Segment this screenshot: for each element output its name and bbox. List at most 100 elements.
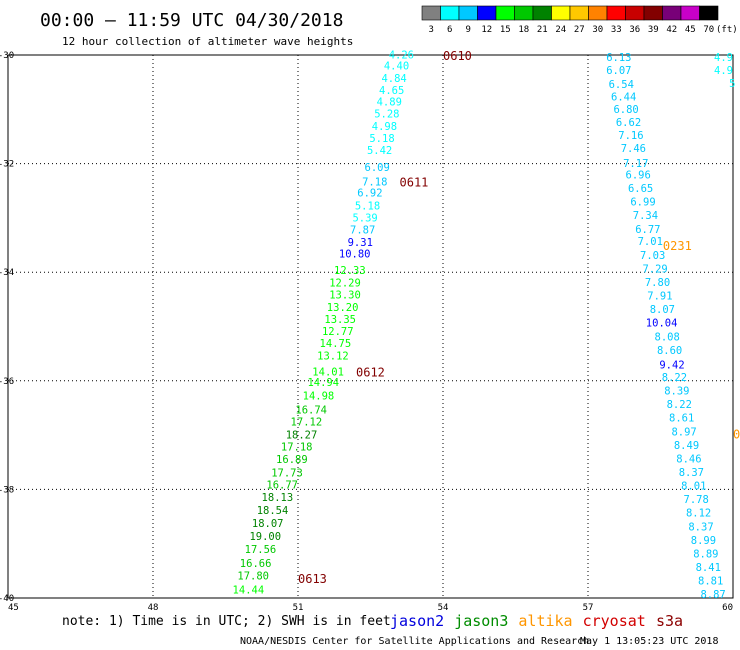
y-tick-label: -30 — [0, 51, 14, 61]
wave-height-value: 9.31 — [348, 237, 373, 249]
wave-height-value: 8.07 — [650, 304, 675, 316]
wave-height-value: 7.17 — [623, 158, 648, 170]
wave-height-value: 7.01 — [638, 236, 663, 248]
wave-height-value: 7.18 — [362, 177, 387, 189]
color-scale-swatch — [569, 5, 589, 21]
wave-height-value: 19.00 — [249, 531, 281, 543]
footer-credit: NOAA/NESDIS Center for Satellite Applica… — [240, 636, 589, 647]
time-labels: 0610 0611 0612 0613 0231 0230 — [298, 49, 740, 586]
satellite-legend-jason2: jason2 — [390, 612, 444, 630]
wave-height-value: 8.99 — [691, 535, 716, 547]
wave-height-value: 13.30 — [329, 289, 361, 301]
wave-height-value: 4.9 — [714, 52, 733, 64]
wave-height-points: 4.264.404.844.654.895.284.985.185.426.09… — [233, 49, 736, 601]
color-scale-value: 21 — [537, 25, 548, 35]
wave-height-value: 6.54 — [609, 79, 634, 91]
color-scale-swatch — [421, 5, 441, 21]
color-scale-swatch — [625, 5, 645, 21]
wave-height-value: 7.46 — [621, 143, 646, 155]
y-tick-label: -38 — [0, 485, 14, 495]
wave-height-value: 14.01 — [312, 367, 344, 379]
wave-height-value: 17.80 — [237, 571, 269, 583]
wave-height-value: 8.39 — [664, 386, 689, 398]
satellite-legend-cryosat: cryosat — [583, 612, 646, 630]
plot-frame — [7, 54, 734, 599]
wave-height-value: 10.04 — [646, 318, 678, 330]
wave-height-value: 16.74 — [295, 405, 327, 417]
color-scale-value: 36 — [629, 25, 640, 35]
wave-height-value: 8.22 — [662, 372, 687, 384]
wave-height-value: 5.42 — [367, 145, 392, 157]
wave-height-value: 8.49 — [674, 440, 699, 452]
wave-height-value: 8.41 — [696, 562, 721, 574]
wave-height-value: 18.27 — [286, 430, 318, 442]
time-label: 0613 — [298, 572, 327, 586]
wave-height-value: 7.87 — [350, 224, 375, 236]
wave-height-value: 10.80 — [339, 249, 371, 261]
wave-height-value: 9.42 — [659, 360, 684, 372]
wave-height-value: 6.09 — [365, 162, 390, 174]
wave-height-value: 4.40 — [384, 60, 409, 72]
color-scale-value: 18 — [518, 25, 529, 35]
wave-height-value: 6.07 — [606, 65, 631, 77]
wave-height-value: 7.03 — [640, 250, 665, 262]
wave-height-value: 12.33 — [334, 265, 366, 277]
wave-height-value: 12.29 — [329, 278, 361, 290]
color-scale-swatch — [606, 5, 626, 21]
wave-height-value: 6.92 — [357, 187, 382, 199]
wave-height-value: 12.77 — [322, 326, 354, 338]
color-scale-value: 39 — [648, 25, 659, 35]
color-scale-value: 24 — [555, 25, 566, 35]
color-scale-swatch — [588, 5, 608, 21]
x-tick-label: 60 — [722, 603, 733, 613]
color-scale-value: 42 — [666, 25, 677, 35]
wave-height-value: 16.77 — [266, 480, 298, 492]
chart-title: 00:00 – 11:59 UTC 04/30/2018 — [40, 10, 343, 31]
wave-height-value: 14.94 — [307, 377, 339, 389]
color-scale-value: 15 — [500, 25, 511, 35]
color-scale-swatch — [495, 5, 515, 21]
time-label: 0231 — [663, 239, 692, 253]
wave-height-value: 8.81 — [698, 576, 723, 588]
x-tick-label: 54 — [438, 603, 449, 613]
wave-height-value: 8.46 — [676, 453, 701, 465]
color-scale-value: 3 — [429, 25, 434, 35]
wave-height-value: 8.08 — [655, 331, 680, 343]
color-scale-value: 12 — [481, 25, 492, 35]
color-scale-swatch — [551, 5, 571, 21]
wave-height-value: 4.65 — [379, 85, 404, 97]
wave-height-value: 6.96 — [626, 169, 651, 181]
wave-height-value: 7.80 — [645, 277, 670, 289]
y-axis-ticks: -30 -32 -34 -36 -38 -40 — [0, 51, 14, 604]
wave-height-value: 13.20 — [327, 302, 359, 314]
wave-height-value: 16.89 — [276, 454, 308, 466]
color-scale-value: 70 — [703, 25, 714, 35]
wave-height-value: 4.26 — [389, 49, 414, 61]
wave-height-value: 8.89 — [693, 548, 718, 560]
wave-height-value: 6.65 — [628, 183, 653, 195]
color-scale-swatch — [699, 5, 719, 21]
color-scale-value: 45 — [685, 25, 696, 35]
x-axis-ticks: 45 48 51 54 57 60 — [8, 603, 733, 613]
wave-height-value: 4.9 — [714, 65, 733, 77]
wave-height-value: 5.28 — [374, 109, 399, 121]
satellite-legend-s3a: s3a — [656, 612, 683, 630]
wave-height-value: 7.34 — [633, 210, 658, 222]
wave-height-value: 8.61 — [669, 413, 694, 425]
wave-height-value: 17.73 — [271, 468, 303, 480]
wave-height-value: 18.13 — [262, 492, 294, 504]
wave-height-value: 8.37 — [688, 521, 713, 533]
wave-height-value: 8.01 — [681, 481, 706, 493]
x-tick-label: 57 — [583, 603, 594, 613]
wave-height-value: 4.98 — [372, 121, 397, 133]
color-scale-value: 27 — [574, 25, 585, 35]
wave-height-value: 5.39 — [352, 212, 377, 224]
satellite-legend-altika: altika — [518, 612, 572, 630]
color-scale-swatch — [680, 5, 700, 21]
wave-height-value: 18.07 — [252, 518, 284, 530]
time-label: 0612 — [356, 366, 385, 380]
chart-subtitle: 12 hour collection of altimeter wave hei… — [62, 35, 353, 48]
color-scale-value: 33 — [611, 25, 622, 35]
wave-height-value: 14.98 — [303, 390, 335, 402]
